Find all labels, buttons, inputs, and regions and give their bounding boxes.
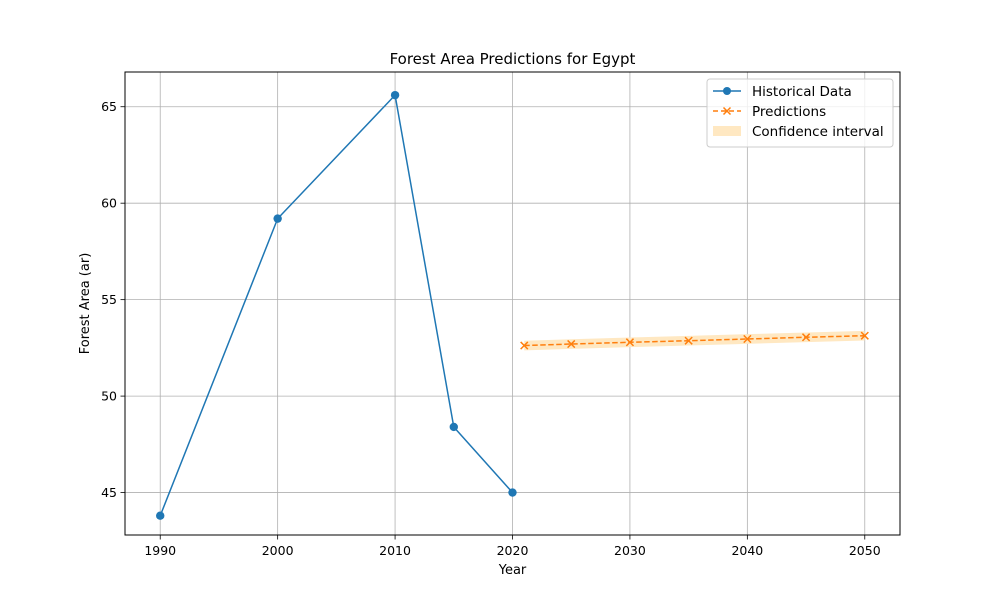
predictions-point — [625, 338, 635, 347]
historical-data-point — [390, 90, 400, 100]
predictions-point — [860, 331, 869, 340]
legend-historical-label: Historical Data — [752, 84, 852, 100]
y-tick-label: 65 — [101, 99, 117, 114]
historical-data-point — [156, 511, 165, 520]
y-tick-label: 60 — [101, 196, 117, 211]
historical-data-point — [508, 488, 517, 497]
predictions-point — [520, 341, 529, 350]
x-axis-label: Year — [498, 563, 527, 578]
x-tick-label: 1990 — [144, 543, 176, 558]
y-tick-label: 45 — [101, 485, 117, 500]
historical-data-point — [449, 422, 458, 432]
historical-data-point — [273, 214, 282, 223]
x-axis: 1990 2000 2010 2020 2030 2040 2050 — [144, 535, 881, 558]
legend-historical-marker — [723, 87, 731, 95]
x-tick-label: 2010 — [379, 543, 411, 558]
predictions-point — [801, 333, 811, 342]
legend-confidence-swatch — [713, 126, 741, 136]
y-axis: 45 50 55 60 65 — [101, 99, 125, 500]
predictions-point — [567, 339, 576, 349]
series-layer — [156, 90, 869, 520]
predictions-point — [743, 334, 752, 344]
y-axis-label: Forest Area (ar) — [78, 253, 93, 355]
y-tick-label: 55 — [101, 292, 117, 307]
x-tick-label: 2050 — [849, 543, 881, 558]
legend: Historical Data Predictions Confidence i… — [706, 78, 894, 148]
x-tick-label: 2040 — [731, 543, 763, 558]
legend-predictions-label: Predictions — [752, 104, 826, 120]
legend-confidence-label: Confidence interval — [752, 124, 884, 140]
x-tick-label: 2030 — [614, 543, 646, 558]
legend-predictions-marker — [722, 106, 732, 116]
x-tick-label: 2020 — [497, 543, 529, 558]
chart-title: Forest Area Predictions for Egypt — [390, 50, 636, 68]
predictions-point — [684, 336, 693, 345]
y-tick-label: 50 — [101, 389, 117, 404]
legend-box — [706, 78, 894, 148]
x-tick-label: 2000 — [262, 543, 294, 558]
